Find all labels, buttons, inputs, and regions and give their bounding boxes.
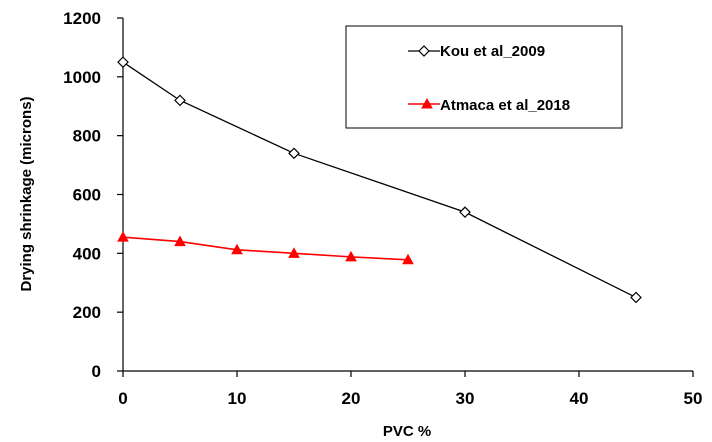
data-point-atmaca [288,247,300,258]
x-tick-label: 40 [570,389,589,408]
y-tick-label: 1200 [63,9,101,28]
y-tick-label: 800 [73,127,101,146]
legend-marker-kou [418,45,430,57]
y-tick-label: 400 [73,244,101,263]
x-tick-label: 10 [228,389,247,408]
legend: Kou et al_2009 Atmaca et al_2018 [345,25,623,129]
x-axis-title: PVC % [383,423,431,440]
data-point-kou [174,94,186,107]
x-tick-label: 0 [118,389,127,408]
y-tick-label: 600 [73,186,101,205]
legend-box [345,25,623,129]
data-point-atmaca [174,235,186,247]
x-tick-label: 20 [342,389,361,408]
legend-label-kou: Kou et al_2009 [440,43,545,60]
data-point-atmaca [117,231,129,242]
data-point-kou [288,147,300,160]
y-axis-ticks: 0 200 400 600 800 1000 1200 [63,9,123,381]
data-point-atmaca [345,250,357,262]
y-axis-title: Drying shrinkage (microns) [18,96,35,291]
legend-label-atmaca: Atmaca et al_2018 [440,97,570,114]
data-point-kou [630,291,642,304]
x-tick-label: 30 [456,389,475,408]
data-point-kou [117,56,129,68]
y-tick-label: 0 [92,362,101,381]
plot-area [117,56,642,304]
x-axis-ticks: 0 10 20 30 40 50 [118,371,702,408]
y-tick-label: 1000 [63,68,101,87]
series-line-2 [122,236,409,261]
data-point-atmaca [402,253,414,265]
data-point-atmaca [231,243,243,255]
x-tick-label: 50 [684,389,703,408]
data-point-kou [459,206,471,218]
y-tick-label: 200 [73,303,101,322]
legend-marker-atmaca [421,97,433,109]
